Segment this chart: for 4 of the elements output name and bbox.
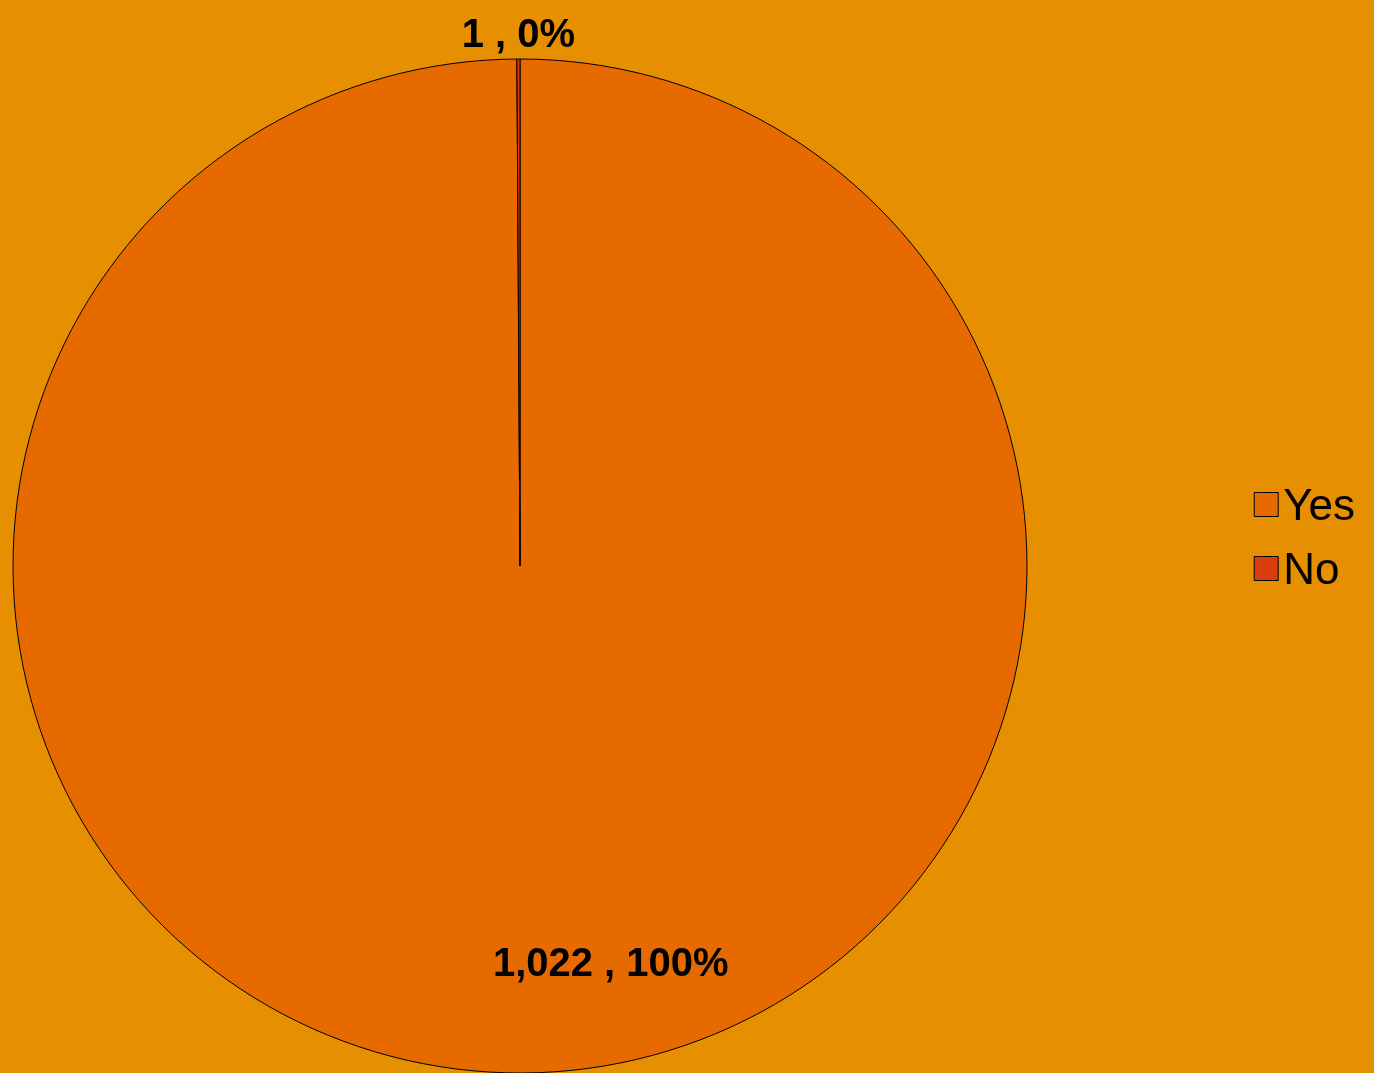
legend-label: No [1283, 544, 1340, 593]
legend-label: Yes [1283, 480, 1355, 529]
data-label: 1 , 0% [461, 10, 576, 55]
data-label: 1,022 , 100% [492, 940, 729, 985]
